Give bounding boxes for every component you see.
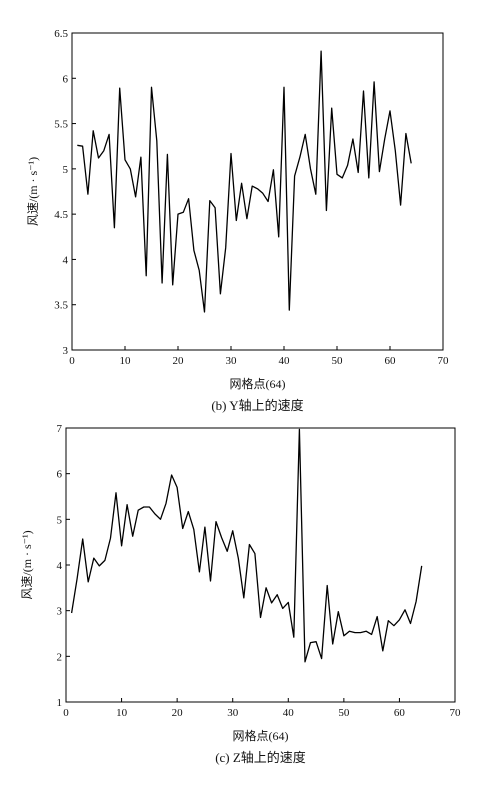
x-tick-label: 60 [385, 355, 397, 367]
x-tick-label: 40 [279, 355, 291, 367]
y-tick-label: 5 [63, 164, 69, 176]
y-tick-label: 1 [57, 697, 63, 709]
x-tick-label: 40 [283, 707, 295, 719]
x-tick-label: 70 [450, 707, 462, 719]
y-tick-label: 6 [57, 469, 63, 481]
chart-caption: (c) Z轴上的速度 [215, 750, 306, 765]
y-tick-label: 4.5 [54, 209, 68, 221]
y-tick-label: 4 [63, 254, 69, 266]
x-tick-label: 50 [338, 707, 350, 719]
y-tick-label: 3 [57, 606, 63, 618]
x-tick-label: 0 [63, 707, 69, 719]
y-tick-label: 3.5 [54, 300, 68, 312]
x-tick-label: 60 [394, 707, 406, 719]
y-tick-label: 5.5 [54, 119, 68, 131]
x-tick-label: 50 [332, 355, 344, 367]
tick-group: 0 10 20 30 40 50 60 70 3 3.5 4 4.5 5 5.5 6 6.5 [54, 28, 449, 367]
chart-caption: (b) Y轴上的速度 [211, 398, 303, 413]
y-tick-label: 2 [57, 651, 63, 663]
x-axis-label: 网格点(64) [230, 376, 286, 391]
x-tick-label: 70 [438, 355, 450, 367]
y-tick-label: 4 [57, 560, 63, 572]
x-tick-label: 10 [116, 707, 128, 719]
y-tick-label: 6.5 [54, 28, 68, 40]
y-velocity-line [77, 50, 412, 313]
plot-frame [65, 427, 456, 703]
chart-z-axis-velocity: 0 10 20 30 40 50 60 70 1 2 3 4 5 6 7 网格点(64) 风速/(m · s… [20, 423, 461, 765]
y-tick-label: 7 [57, 423, 63, 435]
x-tick-label: 20 [172, 707, 184, 719]
x-tick-label: 30 [226, 355, 238, 367]
y-tick-label: 5 [57, 514, 63, 526]
x-axis-label: 网格点(64) [233, 728, 289, 743]
y-tick-label: 3 [63, 345, 69, 357]
x-tick-label: 10 [120, 355, 132, 367]
x-tick-label: 30 [227, 707, 239, 719]
x-tick-label: 20 [173, 355, 185, 367]
x-tick-label: 0 [69, 355, 75, 367]
plot-frame [71, 32, 444, 351]
z-velocity-line [70, 428, 423, 663]
tick-group: 0 10 20 30 40 50 60 70 1 2 3 4 5 6 7 [57, 423, 462, 719]
y-tick-label: 6 [63, 73, 69, 85]
y-axis-label: 风速/(m · s⁻¹) [26, 157, 40, 226]
y-axis-label: 风速/(m · s⁻¹) [20, 530, 34, 599]
